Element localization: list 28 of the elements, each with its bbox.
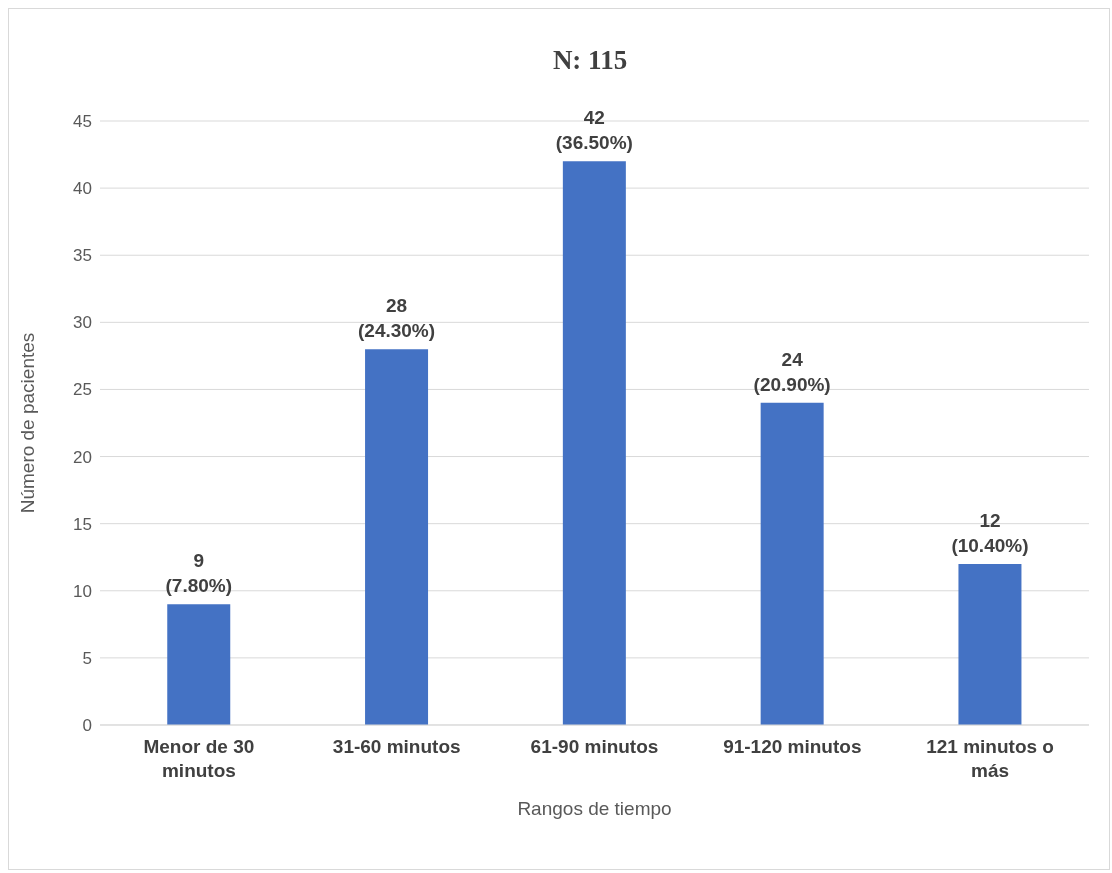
x-tick-label: 31-60 minutos — [332, 736, 461, 757]
y-tick-label: 40 — [73, 179, 92, 199]
chart-title: N: 115 — [551, 45, 629, 76]
x-tick-label: 121 minutos o más — [926, 736, 1054, 781]
y-tick-label: 10 — [73, 581, 92, 601]
bar — [365, 349, 429, 725]
x-axis-title: Rangos de tiempo — [517, 798, 672, 819]
y-tick-label: 15 — [73, 514, 92, 534]
y-tick-label: 5 — [82, 648, 92, 668]
bar — [760, 402, 824, 725]
y-axis-title: Número de pacientes — [16, 332, 38, 514]
data-label: 28 (24.30%) — [358, 295, 436, 342]
y-tick-label: 0 — [82, 716, 92, 736]
y-tick-label: 25 — [73, 380, 92, 400]
y-tick-label: 45 — [73, 112, 92, 132]
y-tick-label: 20 — [73, 447, 92, 467]
bar — [958, 563, 1022, 725]
x-tick-label: 61-90 minutos — [530, 736, 659, 757]
data-label: 42 (36.50%) — [555, 107, 633, 154]
y-tick-label: 30 — [73, 313, 92, 333]
data-label: 24 (20.90%) — [753, 348, 831, 395]
y-tick-label: 35 — [73, 246, 92, 266]
x-tick-label: Menor de 30 minutos — [143, 736, 255, 781]
data-label: 12 (10.40%) — [951, 509, 1029, 556]
x-tick-label: 91-120 minutos — [723, 736, 862, 757]
data-label: 9 (7.80%) — [165, 550, 233, 597]
bar — [562, 161, 626, 725]
bar — [167, 604, 231, 725]
